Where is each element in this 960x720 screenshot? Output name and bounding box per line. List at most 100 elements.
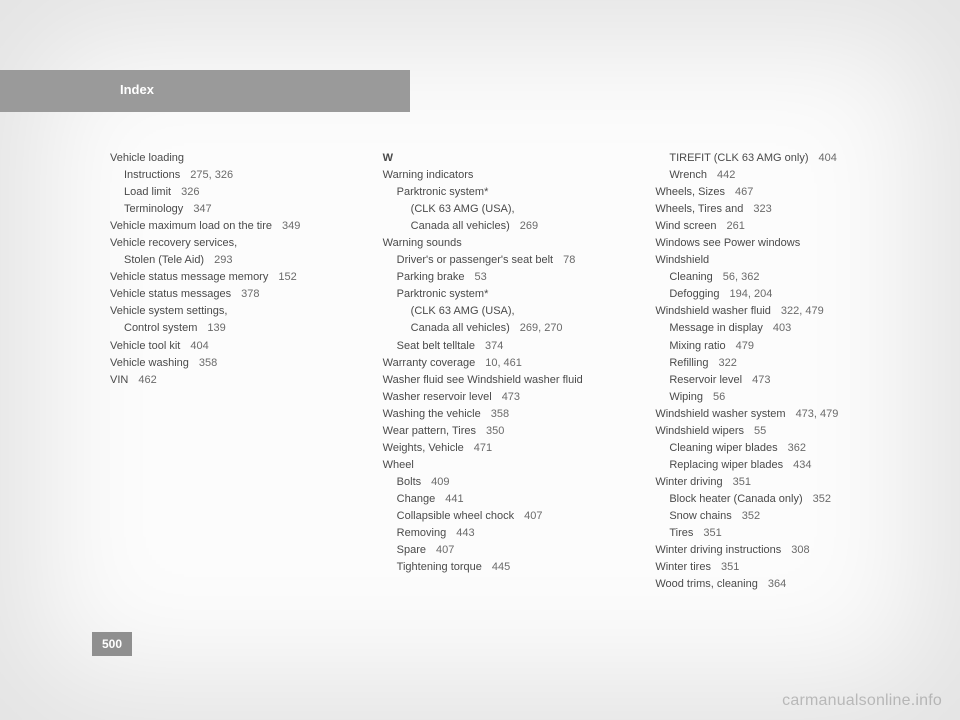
index-entry: Seat belt telltale374 [383, 338, 628, 355]
index-page-ref: 443 [456, 527, 474, 539]
index-entry: Load limit326 [110, 184, 355, 201]
index-term: Vehicle status messages [110, 288, 231, 300]
index-page-ref: 261 [726, 220, 744, 232]
index-entry: Collapsible wheel chock407 [383, 508, 628, 525]
index-page-ref: 78 [563, 254, 575, 266]
index-entry: Cleaning wiper blades362 [655, 440, 900, 457]
header-bar: Index [0, 70, 410, 112]
index-entry: Vehicle washing358 [110, 355, 355, 372]
index-term: Warranty coverage [383, 357, 476, 369]
index-entry: Reservoir level473 [655, 372, 900, 389]
index-term: Windshield washer fluid [655, 305, 771, 317]
index-page-ref: 473, 479 [796, 408, 839, 420]
index-page-ref: 407 [524, 510, 542, 522]
index-term: TIREFIT (CLK 63 AMG only) [669, 152, 808, 164]
index-page-ref: 322, 479 [781, 305, 824, 317]
index-term: Wear pattern, Tires [383, 425, 476, 437]
index-term: Washer fluid see Windshield washer fluid [383, 374, 583, 386]
index-term: Instructions [124, 169, 180, 181]
index-page-ref: 462 [138, 374, 156, 386]
index-page-ref: 479 [736, 340, 754, 352]
index-term: (CLK 63 AMG (USA), [411, 305, 515, 317]
index-entry: Instructions275, 326 [110, 167, 355, 184]
index-page-ref: 53 [475, 271, 487, 283]
index-term: Message in display [669, 322, 763, 334]
index-page-ref: 56, 362 [723, 271, 760, 283]
index-term: Parktronic system* [397, 288, 489, 300]
index-entry: Terminology347 [110, 201, 355, 218]
index-page-ref: 409 [431, 476, 449, 488]
index-entry: Change441 [383, 491, 628, 508]
index-term: Winter driving instructions [655, 544, 781, 556]
index-entry: Mixing ratio479 [655, 338, 900, 355]
index-term: Vehicle status message memory [110, 271, 268, 283]
index-entry: (CLK 63 AMG (USA), [383, 303, 628, 320]
index-entry: Tightening torque445 [383, 559, 628, 576]
index-page-ref: 322 [718, 357, 736, 369]
index-entry: Washing the vehicle358 [383, 406, 628, 423]
index-entry: Wear pattern, Tires 350 [383, 423, 628, 440]
index-entry: Refilling322 [655, 355, 900, 372]
index-entry: Stolen (Tele Aid)293 [110, 252, 355, 269]
index-entry: Windshield wipers 55 [655, 423, 900, 440]
index-entry: Replacing wiper blades434 [655, 457, 900, 474]
index-term: Vehicle loading [110, 152, 184, 164]
index-term: Wind screen [655, 220, 716, 232]
index-entry: Windshield washer system 473, 479 [655, 406, 900, 423]
index-term: Vehicle tool kit [110, 340, 180, 352]
index-entry: Tires351 [655, 525, 900, 542]
index-term: Cleaning [669, 271, 712, 283]
index-term: Canada all vehicles) [411, 322, 510, 334]
index-entry: Driver's or passenger's seat belt78 [383, 252, 628, 269]
index-entry: Wheels, Tires and323 [655, 201, 900, 218]
index-entry: Winter driving instructions308 [655, 542, 900, 559]
index-term: Reservoir level [669, 374, 742, 386]
index-page-ref: 445 [492, 561, 510, 573]
index-entry: Block heater (Canada only)352 [655, 491, 900, 508]
index-entry: Vehicle system settings, [110, 303, 355, 320]
index-entry: Wind screen 261 [655, 218, 900, 235]
index-entry: Winter driving351 [655, 474, 900, 491]
index-page-ref: 441 [445, 493, 463, 505]
index-term: Winter driving [655, 476, 722, 488]
index-page-ref: 194, 204 [730, 288, 773, 300]
index-term: Windshield washer system [655, 408, 785, 420]
index-page-ref: 55 [754, 425, 766, 437]
watermark: carmanualsonline.info [782, 692, 942, 710]
index-entry: Defogging194, 204 [655, 286, 900, 303]
index-page-ref: 350 [486, 425, 504, 437]
index-entry: Canada all vehicles)269 [383, 218, 628, 235]
index-term: Control system [124, 322, 197, 334]
index-entry: Message in display403 [655, 320, 900, 337]
index-page-ref: 404 [819, 152, 837, 164]
index-term: Canada all vehicles) [411, 220, 510, 232]
index-term: Weights, Vehicle [383, 442, 464, 454]
index-page-ref: 467 [735, 186, 753, 198]
index-entry: Windshield washer fluid 322, 479 [655, 303, 900, 320]
index-entry: Cleaning 56, 362 [655, 269, 900, 286]
index-page-ref: 293 [214, 254, 232, 266]
index-entry: Parktronic system* [383, 286, 628, 303]
index-entry: Wheel [383, 457, 628, 474]
index-columns: Vehicle loading Instructions275, 326Load … [110, 150, 900, 630]
index-page-ref: 10, 461 [485, 357, 522, 369]
index-term: Block heater (Canada only) [669, 493, 802, 505]
index-term: Tires [669, 527, 693, 539]
index-term: Warning indicators [383, 169, 474, 181]
index-entry: Parktronic system* [383, 184, 628, 201]
index-term: Parktronic system* [397, 186, 489, 198]
index-term: (CLK 63 AMG (USA), [411, 203, 515, 215]
index-entry: Removing443 [383, 525, 628, 542]
index-page-ref: 434 [793, 459, 811, 471]
index-term: Windows see Power windows [655, 237, 800, 249]
index-term: Vehicle maximum load on the tire [110, 220, 272, 232]
index-page-ref: 358 [199, 357, 217, 369]
index-term: Terminology [124, 203, 183, 215]
page-title: Index [120, 82, 154, 97]
index-term: Windshield wipers [655, 425, 744, 437]
index-entry: Warning sounds [383, 235, 628, 252]
index-entry: (CLK 63 AMG (USA), [383, 201, 628, 218]
index-term: Wheel [383, 459, 414, 471]
index-term: Snow chains [669, 510, 731, 522]
index-page-ref: 269, 270 [520, 322, 563, 334]
